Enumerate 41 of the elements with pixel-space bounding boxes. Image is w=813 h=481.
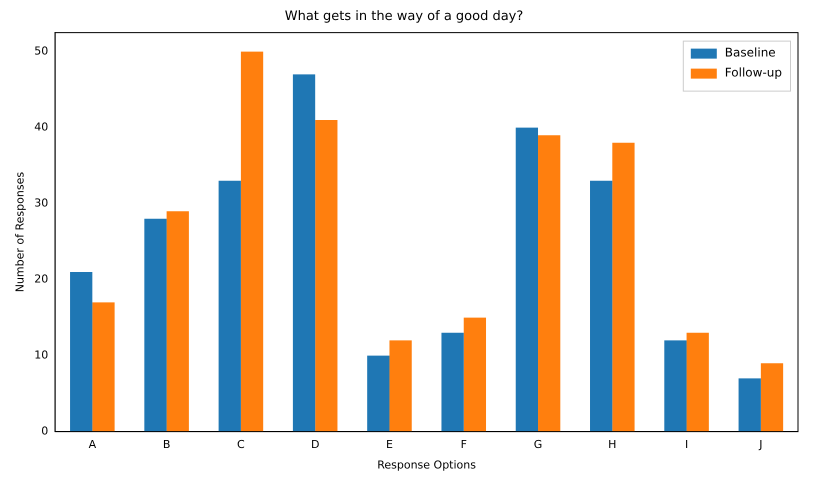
x-tick-label: C — [237, 438, 246, 452]
bar — [218, 180, 241, 432]
x-tick-label: A — [88, 438, 97, 452]
x-tick-label: F — [460, 438, 467, 452]
y-tick-label: 50 — [34, 44, 48, 58]
chart-title: What gets in the way of a good day? — [284, 9, 524, 24]
bar — [144, 218, 167, 432]
bar — [389, 340, 412, 432]
legend-label: Follow-up — [724, 66, 782, 80]
bar — [538, 135, 560, 432]
bar — [464, 318, 486, 432]
bar — [315, 120, 338, 432]
x-axis-title: Response Options — [377, 458, 476, 472]
x-tick-label: D — [310, 438, 320, 452]
y-tick-label: 10 — [34, 348, 48, 362]
bar — [590, 180, 612, 432]
x-tick-label: I — [684, 438, 688, 452]
y-tick-label: 20 — [34, 272, 48, 286]
legend-label: Baseline — [724, 46, 776, 60]
bar — [367, 356, 390, 432]
x-tick-label: B — [162, 438, 170, 452]
y-tick-label: 40 — [34, 120, 48, 134]
bar — [92, 302, 115, 432]
bar — [760, 363, 784, 432]
bar — [516, 128, 538, 432]
x-tick-label: E — [386, 438, 393, 452]
bar — [240, 52, 264, 432]
bar — [664, 340, 687, 432]
bar — [612, 142, 635, 432]
bar — [738, 378, 761, 432]
bar — [292, 74, 316, 432]
bar — [441, 332, 464, 432]
y-axis-title: Number of Responses — [13, 172, 26, 292]
x-tick-label: J — [758, 438, 762, 452]
bar — [70, 272, 92, 432]
x-tick-label: H — [608, 438, 616, 452]
x-tick-label: G — [534, 438, 542, 452]
bar — [166, 211, 189, 432]
bar — [686, 332, 709, 432]
y-tick-label: 30 — [34, 196, 48, 210]
y-tick-label: 0 — [41, 424, 48, 438]
